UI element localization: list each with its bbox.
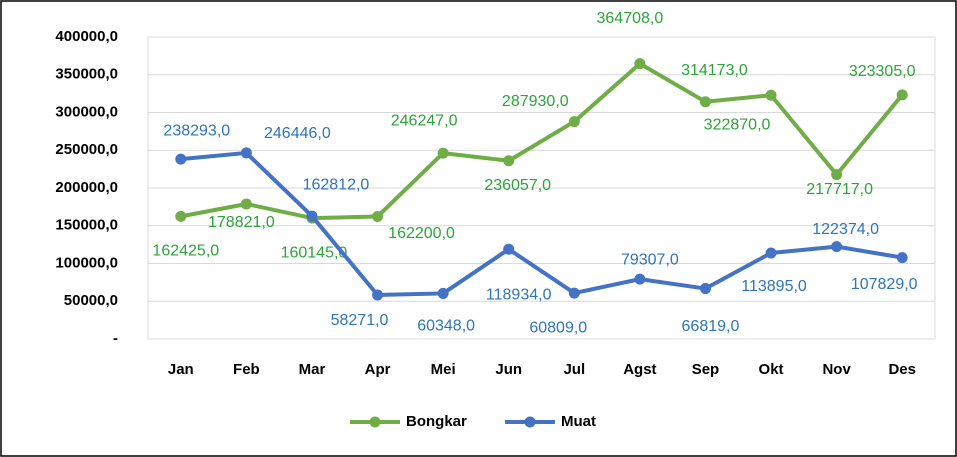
data-label: 246446,0 <box>264 125 331 142</box>
y-tick-label: 200000,0 <box>55 179 118 196</box>
legend-marker <box>369 416 381 428</box>
data-label: 162200,0 <box>388 225 455 242</box>
legend-marker <box>524 416 536 428</box>
point <box>240 147 252 159</box>
point <box>372 289 384 301</box>
point <box>175 153 187 165</box>
data-label: 113895,0 <box>741 278 807 295</box>
point <box>503 243 515 255</box>
point <box>634 273 646 285</box>
point <box>437 147 449 159</box>
x-tick-label: Sep <box>692 361 720 378</box>
point <box>765 247 777 259</box>
data-label: 236057,0 <box>484 177 551 194</box>
x-tick-label: Mei <box>431 361 456 378</box>
data-label: 60809,0 <box>529 319 587 336</box>
data-label: 58271,0 <box>331 312 389 329</box>
y-tick-label: 400000,0 <box>55 28 118 45</box>
x-tick-label: Des <box>888 361 916 378</box>
data-label: 66819,0 <box>682 318 740 335</box>
point <box>699 283 711 295</box>
data-label: 60348,0 <box>417 318 475 335</box>
data-label: 162425,0 <box>152 243 219 260</box>
point <box>306 210 318 222</box>
x-tick-label: Feb <box>233 361 260 378</box>
y-tick-label: 150000,0 <box>55 217 118 234</box>
point <box>175 210 187 222</box>
plot-border <box>147 36 936 340</box>
point <box>634 58 646 70</box>
y-tick-label: 300000,0 <box>55 103 118 120</box>
point <box>503 155 515 167</box>
x-tick-label: Nov <box>822 361 851 378</box>
data-label: 118934,0 <box>486 286 552 303</box>
series-line <box>180 61 904 221</box>
point <box>568 287 580 299</box>
x-tick-label: Okt <box>759 361 784 378</box>
y-tick-label: 350000,0 <box>55 66 118 83</box>
point <box>568 116 580 128</box>
x-tick-label: Jun <box>495 361 522 378</box>
series-line <box>180 150 903 298</box>
x-tick-label: Jan <box>168 361 194 378</box>
legend-label: Muat <box>561 413 596 430</box>
data-label: 107829,0 <box>851 276 918 293</box>
data-label: 162812,0 <box>303 176 370 193</box>
x-tick-label: Mar <box>299 361 326 378</box>
y-tick-label: 50000,0 <box>64 292 118 309</box>
point <box>831 169 843 181</box>
point <box>896 89 908 101</box>
y-tick-label: 100000,0 <box>55 254 118 271</box>
point <box>240 198 252 210</box>
data-label: 160145,0 <box>281 244 348 261</box>
y-tick-label: - <box>113 330 118 347</box>
data-label: 323305,0 <box>849 63 916 80</box>
point <box>831 241 843 253</box>
data-label: 246247,0 <box>391 112 458 129</box>
x-tick-label: Apr <box>365 361 391 378</box>
point <box>437 287 449 299</box>
x-tick-label: Jul <box>563 361 585 378</box>
point <box>765 89 777 101</box>
data-label: 79307,0 <box>621 251 679 268</box>
data-label: 314173,0 <box>681 62 748 79</box>
legend-label: Bongkar <box>406 413 467 430</box>
data-label: 178821,0 <box>208 214 275 231</box>
point <box>699 96 711 108</box>
data-label: 364708,0 <box>597 10 664 27</box>
x-tick-label: Agst <box>623 361 656 378</box>
data-label: 287930,0 <box>502 93 569 110</box>
point <box>372 211 384 223</box>
data-label: 322870,0 <box>704 116 771 133</box>
data-label: 217717,0 <box>806 181 873 198</box>
data-label: 122374,0 <box>812 221 879 238</box>
point <box>896 252 908 264</box>
y-tick-label: 250000,0 <box>55 141 118 158</box>
data-label: 238293,0 <box>163 122 230 139</box>
